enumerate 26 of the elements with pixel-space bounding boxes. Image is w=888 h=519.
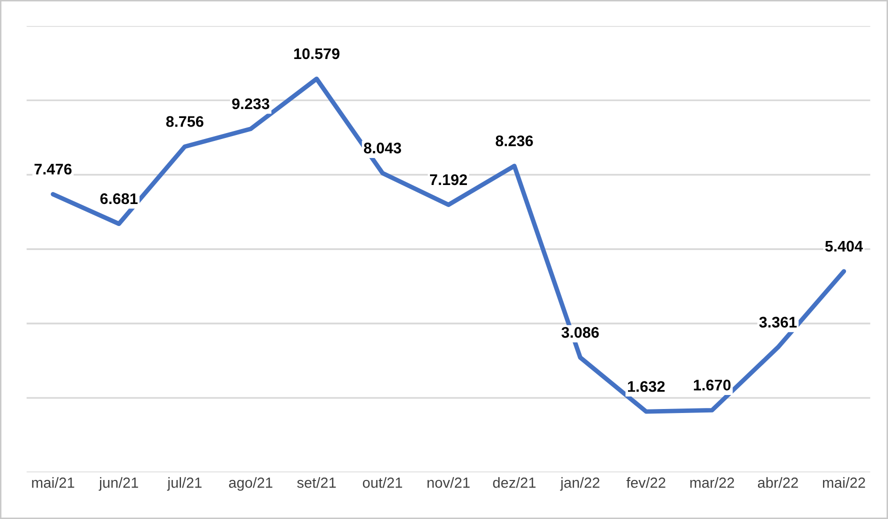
x-tick-label: abr/22: [758, 477, 798, 488]
data-label: 3.361: [759, 316, 797, 328]
x-tick-label: mar/22: [690, 477, 734, 488]
x-tick-label: set/21: [297, 477, 336, 488]
data-label: 1.670: [694, 380, 731, 390]
data-label: 8.756: [166, 116, 204, 127]
x-tick-label: mai/21: [32, 477, 74, 488]
data-label: 9.233: [232, 98, 270, 110]
data-label: 8.043: [364, 142, 402, 154]
data-label: 7.192: [430, 174, 467, 186]
x-tick-label: jun/21: [98, 477, 138, 491]
data-label: 3.086: [561, 327, 599, 338]
data-label: 10.579: [294, 48, 340, 60]
x-tick-label: out/21: [362, 477, 402, 488]
data-label: 1.632: [628, 381, 665, 392]
x-tick-label: mai/22: [822, 477, 866, 488]
data-label: 5.404: [825, 240, 863, 252]
x-tick-label: nov/21: [428, 477, 470, 488]
x-tick-label: jul/21: [167, 477, 202, 491]
data-label: 7.476: [34, 164, 72, 175]
x-tick-label: jan/22: [560, 477, 600, 491]
data-label: 8.236: [496, 135, 533, 146]
x-tick-label: fev/22: [626, 477, 666, 488]
x-tick-label: dez/21: [493, 477, 536, 488]
x-tick-label: ago/21: [229, 477, 272, 491]
data-label: 6.681: [100, 193, 138, 204]
